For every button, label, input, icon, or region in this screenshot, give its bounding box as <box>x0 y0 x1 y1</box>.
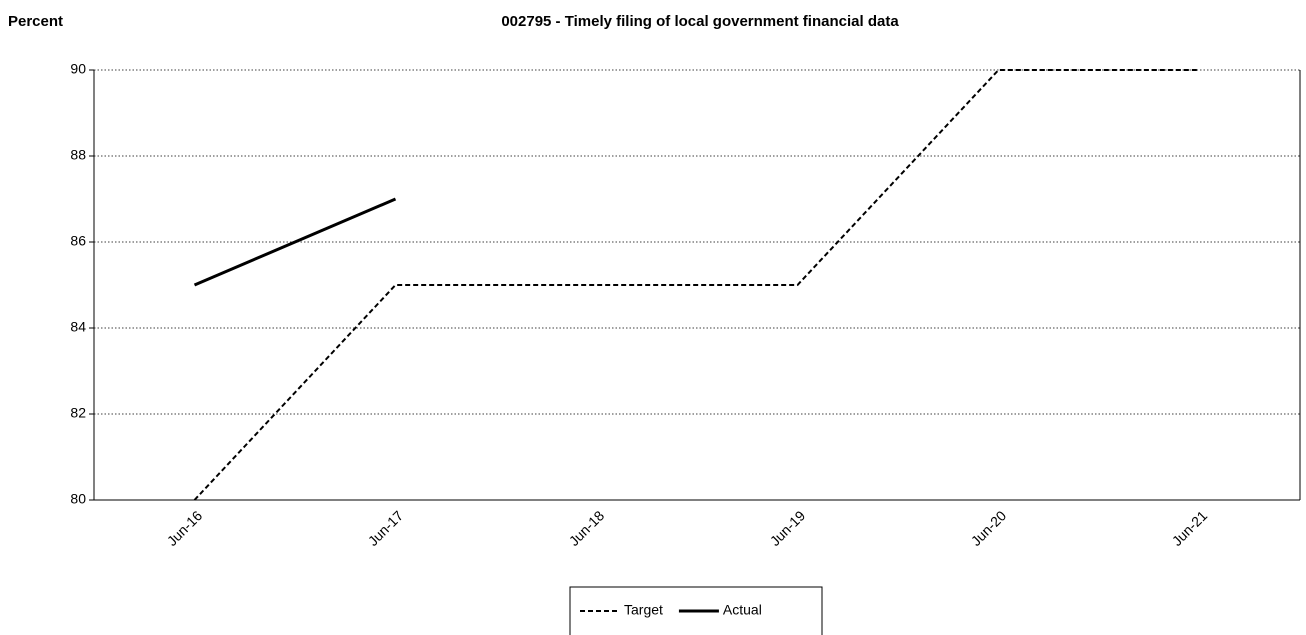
y-tick-label: 90 <box>70 61 86 77</box>
x-tick-label: Jun-21 <box>1169 507 1211 549</box>
legend-label: Actual <box>723 602 762 618</box>
y-tick-label: 86 <box>70 233 86 249</box>
y-axis-label: Percent <box>8 13 63 30</box>
x-tick-label: Jun-17 <box>365 507 407 549</box>
y-tick-label: 82 <box>70 405 86 421</box>
series-line <box>193 69 1200 501</box>
x-tick-label: Jun-16 <box>164 507 206 549</box>
legend-label: Target <box>624 602 663 618</box>
series-line <box>193 197 397 287</box>
y-tick-label: 88 <box>70 147 86 163</box>
x-tick-label: Jun-19 <box>767 507 809 549</box>
x-tick-label: Jun-20 <box>968 507 1010 549</box>
x-tick-label: Jun-18 <box>566 507 608 549</box>
chart-title: 002795 - Timely filing of local governme… <box>501 13 899 30</box>
y-tick-label: 80 <box>70 491 86 507</box>
y-tick-label: 84 <box>70 319 86 335</box>
